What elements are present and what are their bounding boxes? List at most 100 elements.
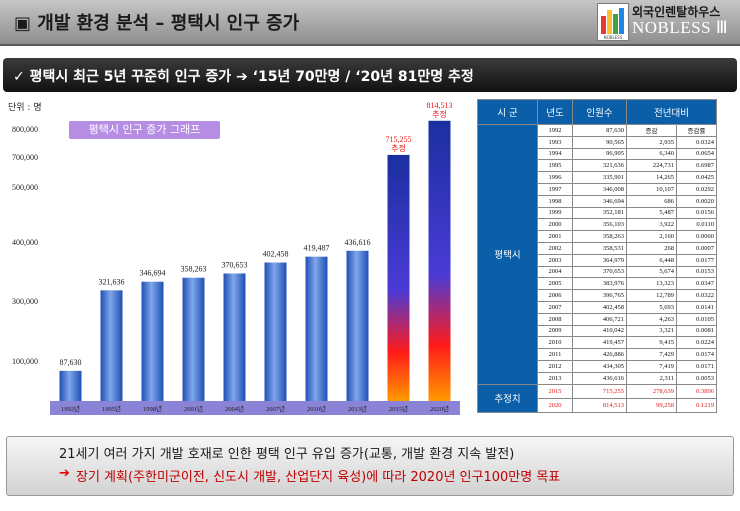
table-row: 2002 358,531 268 0.0007 xyxy=(478,241,717,255)
note-line-2: 장기 계획(주한미군이전, 신도시 개발, 산업단지 육성)에 따라 2020년… xyxy=(76,470,561,485)
rate-cell: 0.0153 xyxy=(676,265,717,279)
bottom-note-box: 21세기 여러 가지 개발 호재로 인한 평택 인구 유입 증가(교통, 개발 … xyxy=(6,436,734,496)
table-row: 2009 410,042 3,321 0.0081 xyxy=(478,324,717,338)
population-cell: 426,886 xyxy=(572,348,627,361)
logo-subtext: NOBLESS xyxy=(603,35,623,40)
population-cell: 434,305 xyxy=(572,359,627,373)
population-cell: 364,979 xyxy=(572,253,627,267)
estimate-row: 추정치 2015 715,255 278,639 0.3896 xyxy=(477,383,717,413)
population-cell: 358,531 xyxy=(572,241,627,255)
logo-korean-text: 외국인렌탈하우스 xyxy=(632,5,721,19)
estimate-row: 2020 814,513 99,258 0.1219 xyxy=(478,397,717,413)
bar-value-label: 419,487 xyxy=(304,244,330,253)
change-cell: 6,340 xyxy=(626,147,677,161)
population-cell: 346,694 xyxy=(572,194,627,208)
year-cell: 2003 xyxy=(537,253,573,267)
year-cell: 1995 xyxy=(537,159,573,173)
bar-1992년 xyxy=(59,370,82,401)
population-cell: 402,458 xyxy=(572,300,627,314)
bar-2013년 xyxy=(346,250,369,401)
x-tick-label: 2004년 xyxy=(225,404,244,413)
year-cell: 1993 xyxy=(537,135,573,149)
y-tick-label: 100,000 xyxy=(12,357,38,366)
year-cell: 2005 xyxy=(537,277,573,291)
population-cell: 96,905 xyxy=(572,147,627,161)
change-cell: 278,639 xyxy=(626,383,677,399)
subheader-rate: 증감률 xyxy=(676,124,717,137)
header-population: 인원수 xyxy=(572,99,627,125)
x-tick-label: 2007년 xyxy=(266,404,285,413)
x-axis-band xyxy=(50,401,460,415)
change-cell: 12,789 xyxy=(626,289,677,302)
rate-cell: 0.0060 xyxy=(676,230,717,243)
table-row: 2001 358,263 2,160 0.0060 xyxy=(478,230,717,243)
population-cell: 370,653 xyxy=(572,265,627,279)
table-row: 2011 426,886 7,429 0.0174 xyxy=(478,348,717,361)
bar-2015년 xyxy=(387,154,410,401)
rate-cell: 0.0224 xyxy=(676,336,717,350)
arrow-icon: ➔ xyxy=(59,466,70,481)
year-cell: 2013 xyxy=(537,371,573,385)
y-tick-label: 300,000 xyxy=(12,297,38,306)
population-cell: 358,263 xyxy=(572,230,627,243)
population-cell: 90,565 xyxy=(572,135,627,149)
rate-cell: 0.1219 xyxy=(676,397,717,413)
rate-cell: 0.0105 xyxy=(676,312,717,326)
summary-banner: ✓ 평택시 최근 5년 꾸준히 인구 증가 ➔ ‘15년 70만명 / ‘20년… xyxy=(3,58,737,92)
population-cell: 406,721 xyxy=(572,312,627,326)
nobless-logo-icon: NOBLESS xyxy=(597,3,629,41)
table-row: 2006 396,765 12,789 0.0322 xyxy=(478,289,717,302)
bar-2004년 xyxy=(223,273,246,401)
year-cell: 2009 xyxy=(537,324,573,338)
year-cell: 2006 xyxy=(537,289,573,302)
change-cell: 2,935 xyxy=(626,135,677,149)
year-cell: 2011 xyxy=(537,348,573,361)
bar-value-label: 402,458 xyxy=(263,250,289,259)
rate-cell: 0.0020 xyxy=(676,194,717,208)
y-tick-label: 400,000 xyxy=(12,238,38,247)
change-cell: 5,487 xyxy=(626,206,677,220)
change-cell: 224,731 xyxy=(626,159,677,173)
y-tick-label: 500,000 xyxy=(12,183,38,192)
population-cell: 346,008 xyxy=(572,182,627,196)
table-row: 2003 364,979 6,448 0.0177 xyxy=(478,253,717,267)
year-cell: 2020 xyxy=(537,397,573,413)
population-cell: 814,513 xyxy=(572,397,627,413)
bar-value-label: 370,653 xyxy=(222,260,248,269)
x-tick-label: 1992년 xyxy=(61,404,80,413)
bar-value-label: 87,630 xyxy=(60,358,82,367)
change-cell: 6,448 xyxy=(626,253,677,267)
year-cell: 1999 xyxy=(537,206,573,220)
x-tick-label: 2020년 xyxy=(430,404,449,413)
population-cell: 352,181 xyxy=(572,206,627,220)
population-cell: 335,901 xyxy=(572,171,627,184)
population-bar-chart: 100,000 300,000 400,000 500,000 700,000 800,0… xyxy=(12,101,460,415)
bar-value-label: 715,255 xyxy=(386,135,412,144)
note-line-1: 21세기 여러 가지 개발 호재로 인한 평택 인구 유입 증가(교통, 개발 … xyxy=(59,447,515,462)
year-cell: 2008 xyxy=(537,312,573,326)
bar-2001년 xyxy=(182,277,205,401)
change-cell: 5,693 xyxy=(626,300,677,314)
banner-text: ✓ 평택시 최근 5년 꾸준히 인구 증가 ➔ ‘15년 70만명 / ‘20년… xyxy=(13,69,474,85)
page-title: ▣ 개발 환경 분석 – 평택시 인구 증가 xyxy=(14,13,300,34)
logo-english-text: NOBLESS Ⅲ xyxy=(632,18,729,37)
rate-cell: 0.0322 xyxy=(676,289,717,302)
population-cell: 715,255 xyxy=(572,383,627,399)
title-bar: ▣ 개발 환경 분석 – 평택시 인구 증가 NOBLESS 외국인렌탈하우스 … xyxy=(0,0,740,46)
estimate-region-cell: 추정치 xyxy=(477,383,538,413)
population-cell: 87,630 xyxy=(572,124,627,137)
x-tick-label: 2010년 xyxy=(307,404,326,413)
table-row: 평택시 1992 87,630 증감 증감률 xyxy=(477,124,717,385)
change-cell: 3,922 xyxy=(626,218,677,232)
year-cell: 1996 xyxy=(537,171,573,184)
bar-value-label: 321,636 xyxy=(99,277,125,286)
rate-cell: 0.0141 xyxy=(676,300,717,314)
bar-2007년 xyxy=(264,262,287,401)
rate-cell: 0.3896 xyxy=(676,383,717,399)
rate-cell: 0.0174 xyxy=(676,348,717,361)
rate-cell: 0.0292 xyxy=(676,182,717,196)
y-tick-label: 700,000 xyxy=(12,153,38,162)
population-cell: 396,765 xyxy=(572,289,627,302)
change-cell: 3,321 xyxy=(626,324,677,338)
population-cell: 436,616 xyxy=(572,371,627,385)
